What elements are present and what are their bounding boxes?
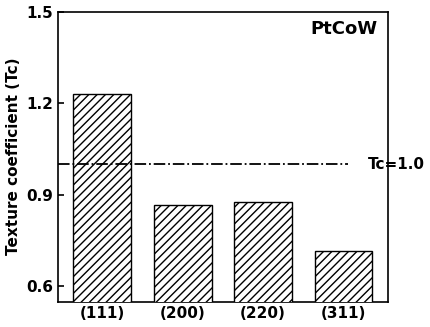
Y-axis label: Texture coefficient (Tc): Texture coefficient (Tc) xyxy=(6,58,21,255)
Bar xyxy=(154,205,212,327)
Text: Tc=1.0: Tc=1.0 xyxy=(368,157,425,172)
Bar xyxy=(73,94,131,327)
Bar xyxy=(234,202,292,327)
Text: PtCoW: PtCoW xyxy=(311,20,378,38)
Bar xyxy=(315,251,372,327)
